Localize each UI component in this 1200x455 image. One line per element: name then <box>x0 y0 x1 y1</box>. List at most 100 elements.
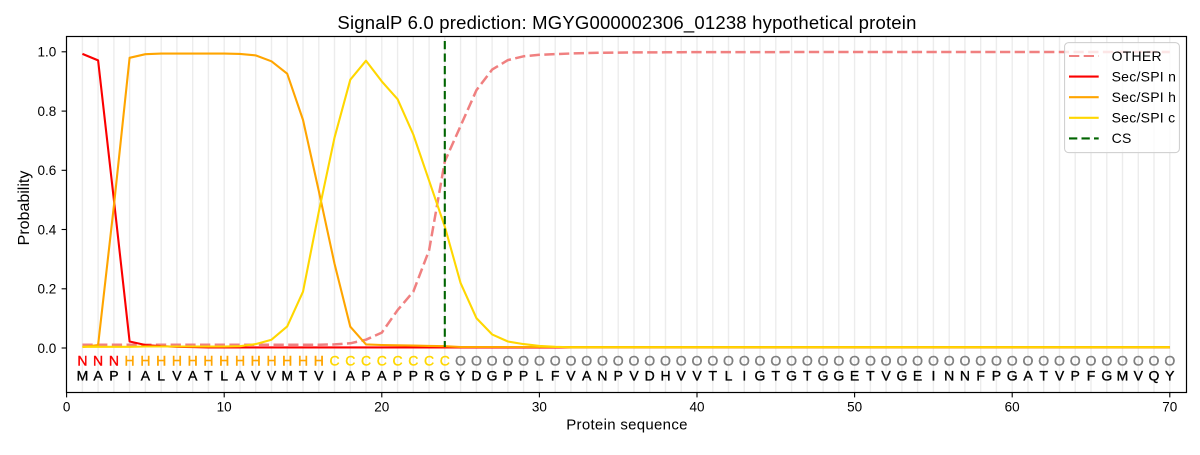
svg-text:O: O <box>676 353 687 369</box>
svg-text:O: O <box>881 353 892 369</box>
svg-text:O: O <box>660 353 671 369</box>
svg-text:V: V <box>629 367 639 383</box>
svg-text:O: O <box>849 353 860 369</box>
svg-text:C: C <box>408 353 418 369</box>
svg-text:H: H <box>125 353 135 369</box>
svg-text:0.2: 0.2 <box>38 282 57 297</box>
svg-text:O: O <box>1070 353 1081 369</box>
svg-text:OTHER: OTHER <box>1112 48 1162 64</box>
svg-text:O: O <box>818 353 829 369</box>
svg-text:O: O <box>1101 353 1112 369</box>
svg-text:O: O <box>912 353 923 369</box>
svg-text:Sec/SPI n: Sec/SPI n <box>1112 68 1177 84</box>
svg-text:O: O <box>865 353 876 369</box>
svg-text:1.0: 1.0 <box>38 45 57 60</box>
svg-text:V: V <box>172 367 182 383</box>
svg-text:I: I <box>742 367 746 383</box>
svg-text:Y: Y <box>1165 367 1175 383</box>
svg-text:Sec/SPI h: Sec/SPI h <box>1112 89 1177 105</box>
svg-text:H: H <box>188 353 198 369</box>
svg-text:V: V <box>1134 367 1144 383</box>
svg-text:P: P <box>614 367 623 383</box>
svg-text:G: G <box>1101 367 1112 383</box>
svg-text:D: D <box>471 367 481 383</box>
svg-text:0.6: 0.6 <box>38 163 57 178</box>
svg-text:P: P <box>361 367 370 383</box>
svg-text:N: N <box>109 353 119 369</box>
svg-text:Q: Q <box>1149 367 1160 383</box>
svg-text:M: M <box>1117 367 1129 383</box>
svg-text:L: L <box>536 367 544 383</box>
svg-text:O: O <box>471 353 482 369</box>
svg-text:O: O <box>723 353 734 369</box>
svg-text:L: L <box>220 367 228 383</box>
svg-text:E: E <box>850 367 859 383</box>
svg-text:O: O <box>833 353 844 369</box>
svg-text:O: O <box>1038 353 1049 369</box>
svg-text:O: O <box>550 353 561 369</box>
svg-text:L: L <box>725 367 733 383</box>
svg-text:A: A <box>141 367 151 383</box>
svg-text:60: 60 <box>1005 400 1020 415</box>
svg-text:SignalP 6.0 prediction: MGYG00: SignalP 6.0 prediction: MGYG000002306_01… <box>337 12 916 34</box>
svg-text:O: O <box>770 353 781 369</box>
svg-text:V: V <box>692 367 702 383</box>
svg-text:R: R <box>424 367 434 383</box>
svg-text:70: 70 <box>1162 400 1177 415</box>
svg-text:10: 10 <box>217 400 232 415</box>
svg-text:P: P <box>109 367 118 383</box>
svg-text:H: H <box>172 353 182 369</box>
svg-text:P: P <box>992 367 1001 383</box>
svg-text:O: O <box>991 353 1002 369</box>
svg-text:G: G <box>833 367 844 383</box>
svg-text:O: O <box>896 353 907 369</box>
svg-text:V: V <box>267 367 277 383</box>
svg-text:O: O <box>975 353 986 369</box>
svg-text:T: T <box>299 367 308 383</box>
svg-text:P: P <box>1071 367 1080 383</box>
svg-text:G: G <box>786 367 797 383</box>
svg-text:O: O <box>565 353 576 369</box>
svg-text:G: G <box>439 367 450 383</box>
svg-text:N: N <box>77 353 87 369</box>
svg-text:CS: CS <box>1112 130 1132 146</box>
svg-text:T: T <box>1039 367 1048 383</box>
svg-text:H: H <box>660 367 670 383</box>
svg-text:V: V <box>881 367 891 383</box>
svg-text:O: O <box>1023 353 1034 369</box>
svg-text:O: O <box>455 353 466 369</box>
svg-text:O: O <box>707 353 718 369</box>
svg-text:H: H <box>140 353 150 369</box>
svg-text:G: G <box>818 367 829 383</box>
svg-text:T: T <box>772 367 781 383</box>
svg-text:G: G <box>487 367 498 383</box>
svg-text:50: 50 <box>847 400 862 415</box>
svg-text:O: O <box>755 353 766 369</box>
svg-text:H: H <box>298 353 308 369</box>
svg-text:T: T <box>803 367 812 383</box>
svg-text:H: H <box>266 353 276 369</box>
svg-text:30: 30 <box>532 400 547 415</box>
svg-text:M: M <box>77 367 89 383</box>
svg-text:H: H <box>251 353 261 369</box>
svg-text:O: O <box>1054 353 1065 369</box>
svg-text:20: 20 <box>374 400 389 415</box>
svg-text:O: O <box>1007 353 1018 369</box>
svg-text:H: H <box>314 353 324 369</box>
svg-text:C: C <box>377 353 387 369</box>
svg-text:C: C <box>329 353 339 369</box>
svg-text:V: V <box>251 367 261 383</box>
svg-text:F: F <box>976 367 985 383</box>
svg-text:C: C <box>393 353 403 369</box>
svg-text:C: C <box>424 353 434 369</box>
svg-text:N: N <box>960 367 970 383</box>
svg-text:O: O <box>518 353 529 369</box>
svg-text:C: C <box>440 353 450 369</box>
svg-text:Y: Y <box>456 367 466 383</box>
svg-text:A: A <box>582 367 592 383</box>
svg-text:A: A <box>188 367 198 383</box>
svg-text:O: O <box>692 353 703 369</box>
svg-text:T: T <box>204 367 213 383</box>
svg-text:N: N <box>93 353 103 369</box>
svg-text:P: P <box>393 367 402 383</box>
